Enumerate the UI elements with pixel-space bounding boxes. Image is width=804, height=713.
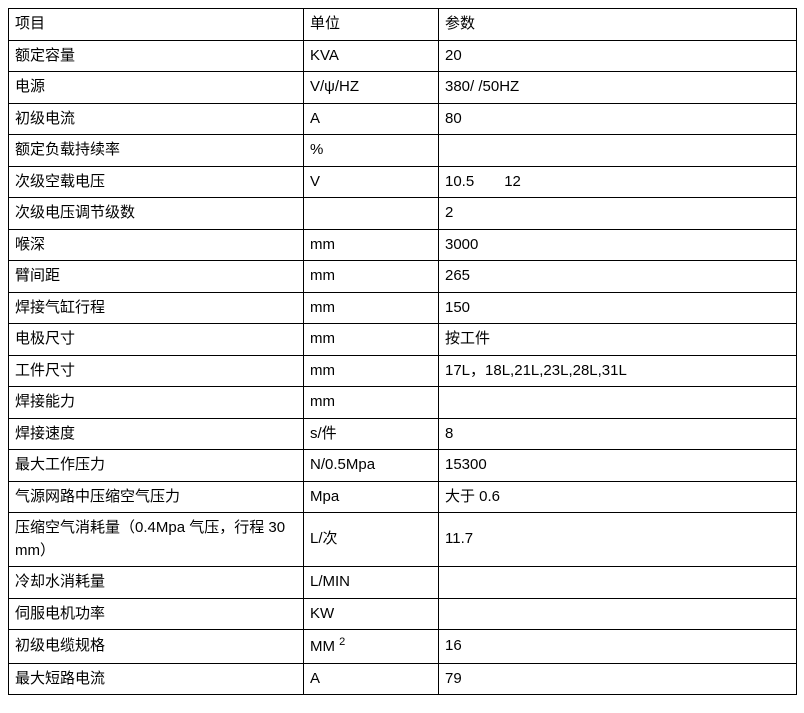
cell-item: 电源	[9, 72, 304, 104]
cell-unit: Mpa	[304, 481, 439, 513]
cell-unit: mm	[304, 387, 439, 419]
cell-param: 380/ /50HZ	[439, 72, 797, 104]
cell-param: 3000	[439, 229, 797, 261]
table-row: 初级电缆规格MM 216	[9, 630, 797, 664]
table-row: 伺服电机功率KW	[9, 598, 797, 630]
cell-param: 8	[439, 418, 797, 450]
unit-sup: 2	[339, 636, 345, 648]
cell-item: 最大工作压力	[9, 450, 304, 482]
table-row: 初级电流A80	[9, 103, 797, 135]
table-row: 额定容量KVA20	[9, 40, 797, 72]
cell-param: 2	[439, 198, 797, 230]
cell-unit: A	[304, 103, 439, 135]
cell-param: 按工件	[439, 324, 797, 356]
cell-item: 项目	[9, 9, 304, 41]
cell-item: 次级电压调节级数	[9, 198, 304, 230]
table-row: 臂间距mm265	[9, 261, 797, 293]
cell-item: 压缩空气消耗量（0.4Mpa 气压，行程 30mm）	[9, 513, 304, 567]
cell-item: 臂间距	[9, 261, 304, 293]
cell-item: 焊接能力	[9, 387, 304, 419]
unit-base: MM	[310, 638, 339, 655]
table-row: 额定负载持续率%	[9, 135, 797, 167]
cell-param: 265	[439, 261, 797, 293]
cell-unit: mm	[304, 261, 439, 293]
cell-unit: s/件	[304, 418, 439, 450]
cell-item: 次级空载电压	[9, 166, 304, 198]
cell-unit: mm	[304, 229, 439, 261]
cell-item: 气源网路中压缩空气压力	[9, 481, 304, 513]
cell-unit: mm	[304, 324, 439, 356]
cell-param	[439, 567, 797, 599]
cell-unit: V	[304, 166, 439, 198]
cell-param: 参数	[439, 9, 797, 41]
cell-unit: 单位	[304, 9, 439, 41]
table-row: 最大工作压力N/0.5Mpa15300	[9, 450, 797, 482]
cell-item: 最大短路电流	[9, 663, 304, 695]
cell-unit: KVA	[304, 40, 439, 72]
table-row: 气源网路中压缩空气压力Mpa大于 0.6	[9, 481, 797, 513]
cell-item: 焊接速度	[9, 418, 304, 450]
cell-param: 15300	[439, 450, 797, 482]
cell-param	[439, 598, 797, 630]
cell-param: 11.7	[439, 513, 797, 567]
cell-param	[439, 387, 797, 419]
cell-param	[439, 135, 797, 167]
cell-unit: L/MIN	[304, 567, 439, 599]
table-row: 焊接气缸行程mm150	[9, 292, 797, 324]
cell-unit: A	[304, 663, 439, 695]
cell-unit: KW	[304, 598, 439, 630]
table-row: 冷却水消耗量L/MIN	[9, 567, 797, 599]
cell-unit: N/0.5Mpa	[304, 450, 439, 482]
cell-param: 150	[439, 292, 797, 324]
spec-table-body: 项目单位参数额定容量KVA20电源V/ψ/HZ380/ /50HZ初级电流A80…	[9, 9, 797, 695]
table-row: 最大短路电流A79	[9, 663, 797, 695]
table-row: 焊接速度s/件 8	[9, 418, 797, 450]
spec-table: 项目单位参数额定容量KVA20电源V/ψ/HZ380/ /50HZ初级电流A80…	[8, 8, 797, 695]
table-row: 项目单位参数	[9, 9, 797, 41]
table-row: 次级电压调节级数 2	[9, 198, 797, 230]
cell-item: 喉深	[9, 229, 304, 261]
cell-unit: mm	[304, 355, 439, 387]
cell-item: 焊接气缸行程	[9, 292, 304, 324]
cell-param: 79	[439, 663, 797, 695]
cell-item: 额定容量	[9, 40, 304, 72]
cell-item: 伺服电机功率	[9, 598, 304, 630]
cell-unit: mm	[304, 292, 439, 324]
cell-item: 电极尺寸	[9, 324, 304, 356]
cell-param: 大于 0.6	[439, 481, 797, 513]
table-row: 工件尺寸mm17L，18L,21L,23L,28L,31L	[9, 355, 797, 387]
cell-param: 16	[439, 630, 797, 664]
table-row: 焊接能力mm	[9, 387, 797, 419]
cell-param: 20	[439, 40, 797, 72]
cell-item: 初级电缆规格	[9, 630, 304, 664]
cell-item: 冷却水消耗量	[9, 567, 304, 599]
cell-item: 初级电流	[9, 103, 304, 135]
table-row: 喉深mm3000	[9, 229, 797, 261]
cell-item: 额定负载持续率	[9, 135, 304, 167]
cell-param: 80	[439, 103, 797, 135]
cell-unit: MM 2	[304, 630, 439, 664]
cell-item: 工件尺寸	[9, 355, 304, 387]
cell-unit: L/次	[304, 513, 439, 567]
table-row: 次级空载电压V10.5 12	[9, 166, 797, 198]
table-row: 压缩空气消耗量（0.4Mpa 气压，行程 30mm）L/次11.7	[9, 513, 797, 567]
cell-unit: %	[304, 135, 439, 167]
cell-param: 10.5 12	[439, 166, 797, 198]
cell-param: 17L，18L,21L,23L,28L,31L	[439, 355, 797, 387]
cell-unit: V/ψ/HZ	[304, 72, 439, 104]
cell-unit	[304, 198, 439, 230]
table-row: 电源V/ψ/HZ380/ /50HZ	[9, 72, 797, 104]
table-row: 电极尺寸mm按工件	[9, 324, 797, 356]
